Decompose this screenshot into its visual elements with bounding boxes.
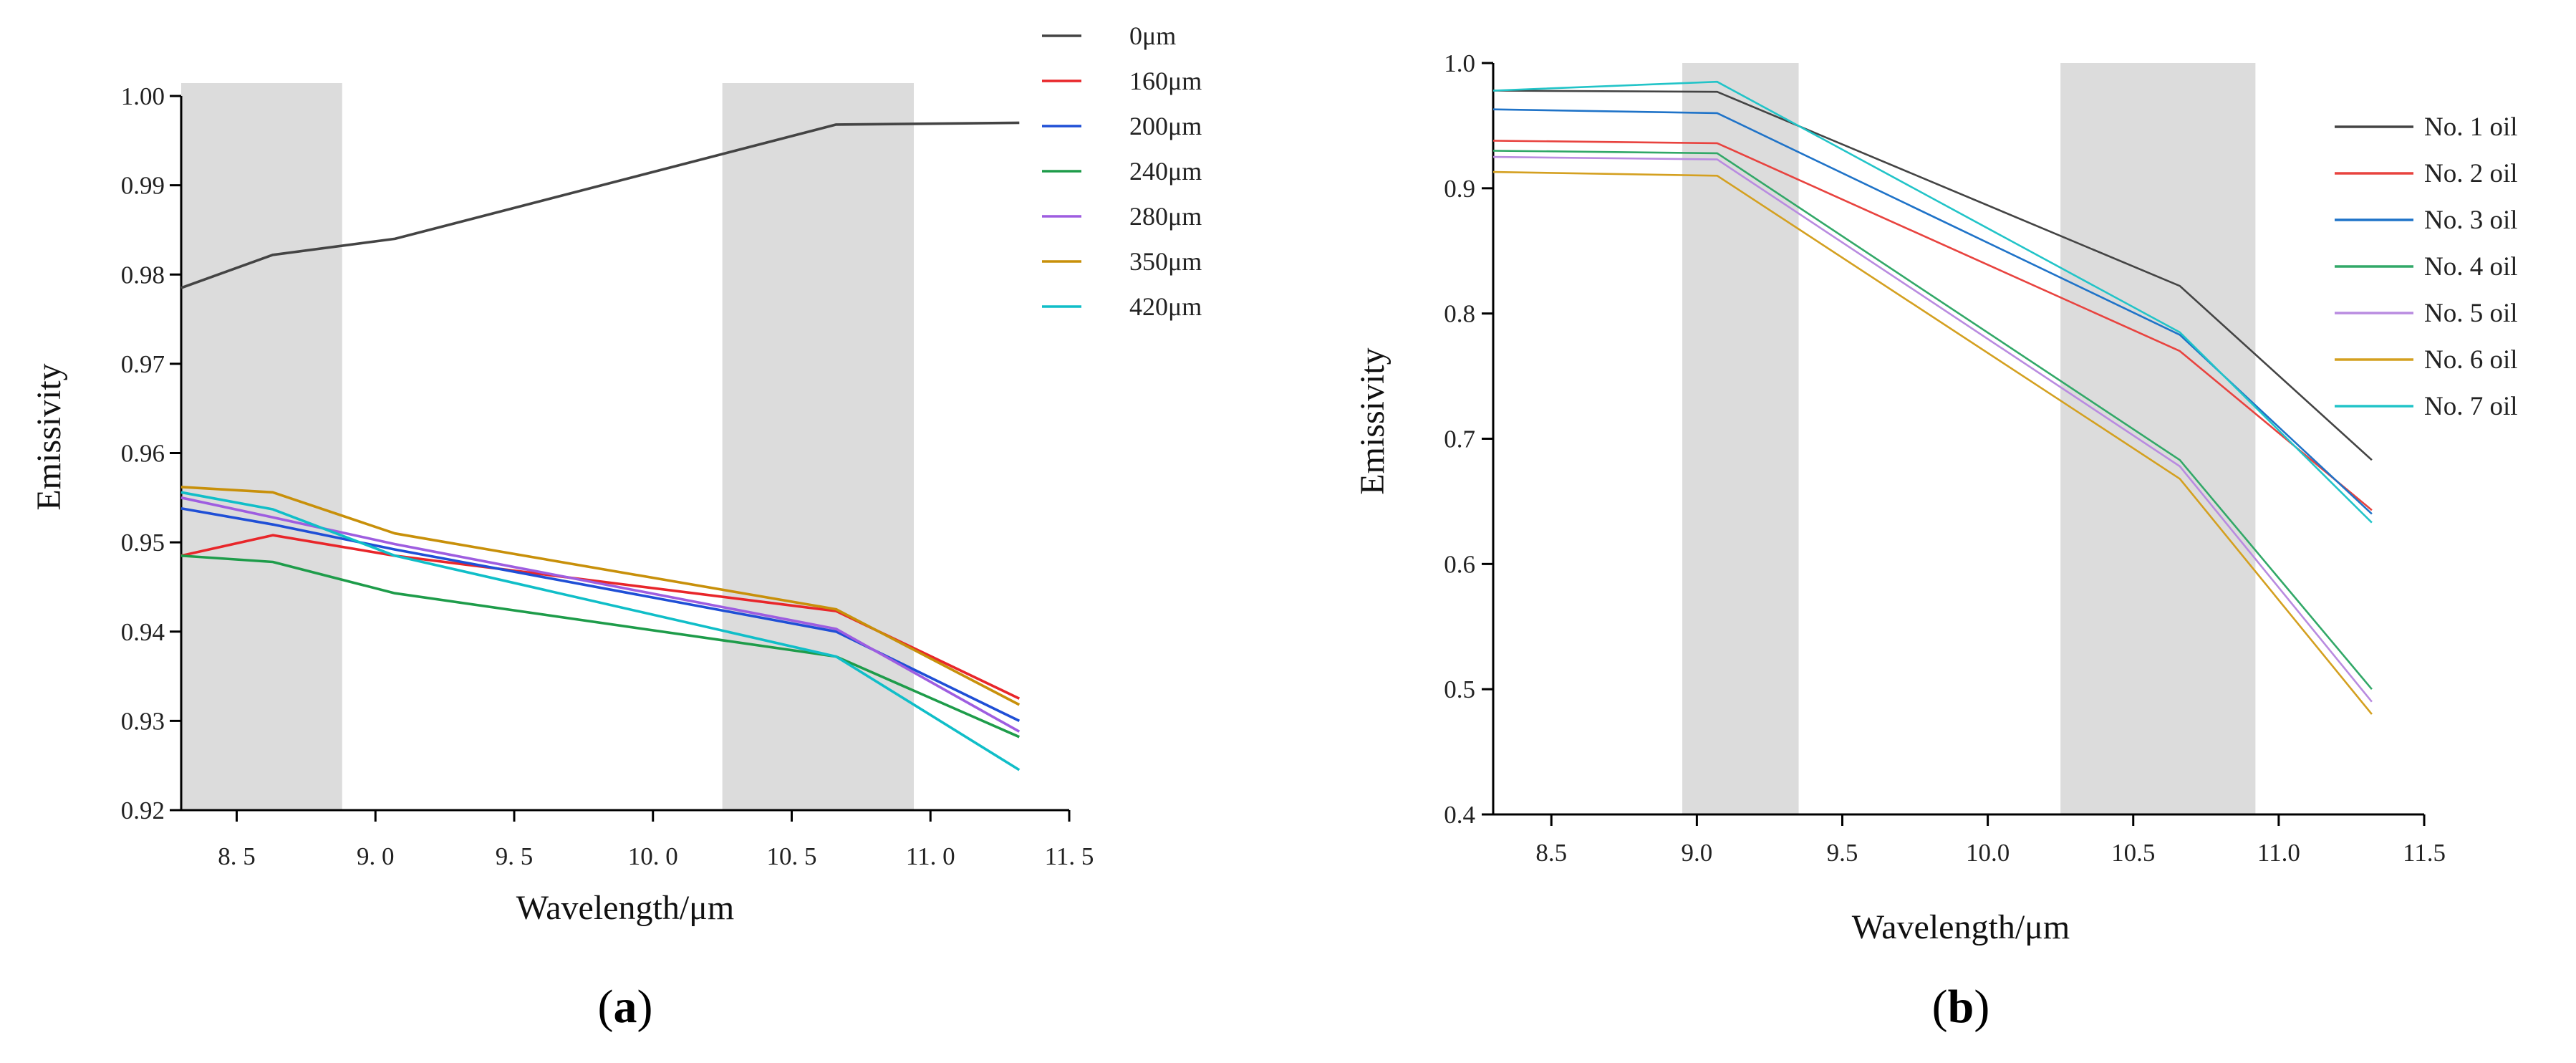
- legend-label: 280μm: [1129, 202, 1202, 231]
- x-tick-label: 10. 5: [767, 842, 817, 870]
- panel-label: (a): [598, 981, 653, 1033]
- y-tick-label: 0.4: [1444, 801, 1475, 829]
- x-tick-label: 10.5: [2111, 839, 2155, 867]
- legend-label: No. 2 oil: [2424, 159, 2518, 188]
- shaded-band: [1682, 63, 1799, 814]
- y-tick-label: 0.6: [1444, 550, 1475, 578]
- x-tick-label: 10.0: [1966, 839, 2010, 867]
- y-tick-label: 0.8: [1444, 300, 1475, 328]
- chart-panel-b: 8.5 9.0 9.5 10.0 10.5 11.0 11.5 0.4 0.5 0.6 0.7 0.8…: [1354, 49, 2518, 1033]
- chart-panel-a: 8. 5 9. 0 9. 5 10. 0 10. 5 11. 0 11. 5 0.92 0.93…: [30, 21, 1202, 1033]
- series-line-7: [180, 491, 1021, 771]
- panel-label: (b): [1932, 981, 1990, 1033]
- series-line-3: [180, 507, 1021, 723]
- y-tick-label: 0.5: [1444, 675, 1475, 703]
- y-tick-label: 1.00: [121, 82, 165, 110]
- x-tick-label: 9.0: [1682, 839, 1713, 867]
- y-tick-label: 0.92: [121, 797, 165, 824]
- y-tick-label: 0.99: [121, 172, 165, 200]
- series-line-3: [1492, 108, 2373, 515]
- y-tick-label: 0.95: [121, 529, 165, 557]
- legend-label: 160μm: [1129, 67, 1202, 95]
- x-tick-label: 11.5: [2403, 839, 2446, 867]
- series-line-1: [1492, 90, 2373, 461]
- series-line-1: [180, 121, 1020, 289]
- x-tick-label: 8.5: [1535, 839, 1567, 867]
- series-line-6: [180, 486, 1021, 706]
- x-tick-label: 11.0: [2257, 839, 2300, 867]
- series-line-5: [1492, 155, 2373, 703]
- panel-label-open: (: [598, 981, 614, 1033]
- x-axis-title: Wavelength/μm: [516, 889, 734, 927]
- legend-label: 420μm: [1129, 292, 1202, 321]
- series-line-4: [180, 554, 1021, 739]
- x-axis-title: Wavelength/μm: [1852, 908, 2070, 946]
- series-line-6: [1492, 170, 2373, 715]
- shaded-band: [2060, 63, 2256, 814]
- legend-label: No. 3 oil: [2424, 206, 2518, 235]
- legend-label: No. 4 oil: [2424, 252, 2518, 282]
- y-axis-title: Emissivity: [1354, 347, 1391, 494]
- panel-label-close: ): [1974, 981, 1989, 1033]
- legend-label: 0μm: [1129, 21, 1176, 50]
- series-line-5: [180, 496, 1021, 733]
- series-line-7: [1492, 80, 2373, 524]
- x-tick-label: 10. 0: [628, 842, 678, 870]
- panel-label-open: (: [1932, 981, 1948, 1033]
- legend-label: No. 1 oil: [2424, 112, 2518, 142]
- legend-label: 350μm: [1129, 247, 1202, 276]
- legend-label: 240μm: [1129, 157, 1202, 186]
- y-tick-label: 0.98: [121, 261, 165, 289]
- panel-label-letter: b: [1948, 981, 1974, 1033]
- legend-label: No. 5 oil: [2424, 299, 2518, 328]
- shaded-band: [181, 83, 342, 810]
- y-tick-label: 0.96: [121, 440, 165, 468]
- x-tick-label: 9. 0: [357, 842, 395, 870]
- legend-label: No. 7 oil: [2424, 392, 2518, 421]
- y-tick-label: 0.94: [121, 618, 165, 646]
- y-tick-label: 0.93: [121, 707, 165, 735]
- shaded-band: [722, 83, 914, 810]
- x-tick-label: 11. 0: [906, 842, 955, 870]
- x-tick-label: 9.5: [1827, 839, 1858, 867]
- x-tick-label: 11. 5: [1045, 842, 1094, 870]
- series-line-2: [1492, 140, 2373, 511]
- series-line-4: [1492, 150, 2373, 691]
- panel-label-letter: a: [614, 981, 637, 1033]
- x-tick-label: 9. 5: [496, 842, 534, 870]
- y-tick-label: 1.0: [1444, 49, 1475, 77]
- y-tick-label: 0.97: [121, 350, 165, 378]
- y-axis-title: Emissivity: [30, 363, 68, 510]
- x-tick-label: 8. 5: [218, 842, 256, 870]
- panel-label-close: ): [637, 981, 653, 1033]
- y-tick-label: 0.9: [1444, 175, 1475, 203]
- legend-label: No. 6 oil: [2424, 345, 2518, 375]
- y-tick-label: 0.7: [1444, 425, 1475, 453]
- legend-label: 200μm: [1129, 112, 1202, 140]
